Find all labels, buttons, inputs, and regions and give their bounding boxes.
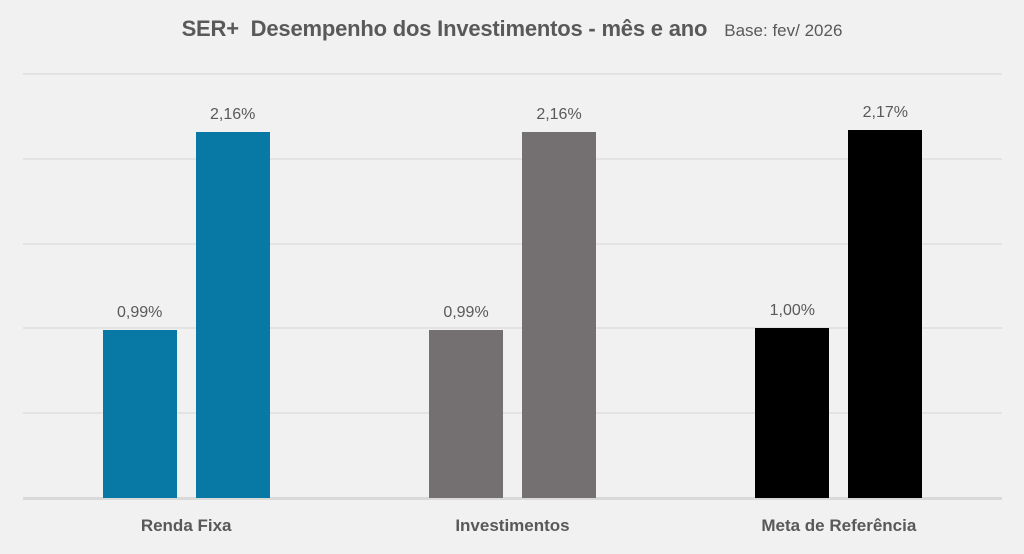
bar-value-label: 2,16% [536,105,582,123]
bar-ano-2 [522,131,596,498]
plot-area: 0,99% 2,16% 0,99% 2,16% 1,00% 2,17% [23,73,1002,500]
gridline [23,73,1002,75]
bar-value-label: 0,99% [116,304,163,322]
gridline [23,157,1002,160]
bar-value-label: 2,16% [209,105,256,123]
gridline [23,412,1002,415]
bar-value-label: 2,17% [862,103,909,121]
x-axis-line [23,497,1002,500]
bar-value-label: 1,00% [769,302,816,320]
category-label: Investimentos [455,516,570,535]
bar-ano-1 [195,131,270,498]
bar-mês-2 [429,330,503,498]
chart-title: SER+ Desempenho dos Investimentos - mês … [181,16,708,41]
bar-mês-3 [755,328,830,498]
category-label: Renda Fixa [140,516,232,535]
gridline [23,327,1002,330]
gridline [23,242,1002,245]
bar-value-label: 0,99% [443,304,489,322]
chart-subtitle: Base: fev/ 2026 [724,21,843,40]
chart-title-row: SER+ Desempenho dos Investimentos - mês … [0,16,1024,42]
bar-mês-1 [102,330,177,498]
bar-ano-3 [848,129,923,498]
category-label: Meta de Referência [761,516,917,535]
category-axis: Renda Fixa Investimentos Meta de Referênci… [23,514,1002,538]
